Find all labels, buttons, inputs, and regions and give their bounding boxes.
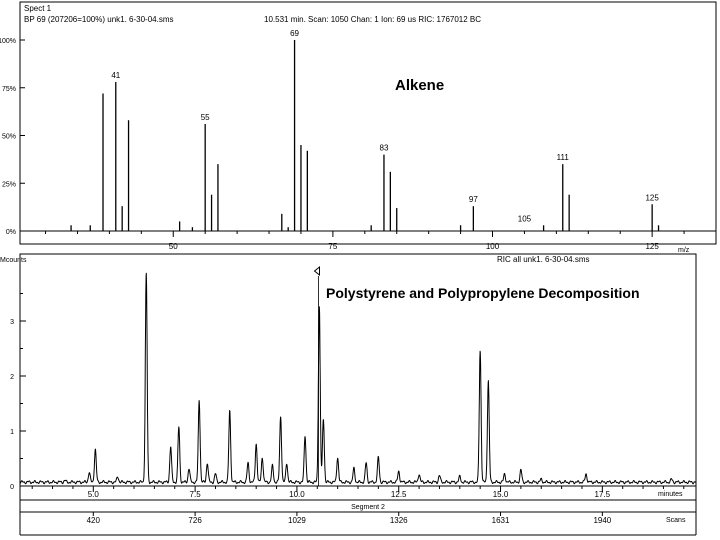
scan-strip: Segment 2 Scans 420 726 1029 1326 1631 1940: [19, 499, 697, 536]
spectrum-peak-label: 111: [557, 153, 570, 162]
chromatogram-y-tick-label: 3: [10, 319, 14, 326]
scan-tick-label: 1631: [492, 516, 510, 525]
chromatogram-x-tick-label: 12.5: [391, 490, 407, 499]
scans-axis-label: Scans: [666, 517, 686, 524]
chromatogram-x-tick-label: 5.0: [88, 490, 100, 499]
spectrum-x-tick-label: 125: [645, 242, 659, 251]
spectrum-x-tick-label: 75: [328, 242, 337, 251]
chromatogram-x-tick-label: 10.0: [289, 490, 305, 499]
chromatogram-scan-marker[interactable]: [313, 265, 320, 486]
spectrum-y-tick-label: 25%: [2, 181, 16, 188]
spectrum-y-tick-label: 75%: [2, 86, 16, 93]
spectrum-peak-label: 55: [201, 113, 210, 122]
spectrum-peak-label: 41: [111, 71, 120, 80]
scan-tick-label: 1940: [593, 516, 611, 525]
chromatogram-y-corner-label: Mcounts: [0, 257, 27, 264]
spectrum-header-line1: Spect 1: [24, 4, 52, 13]
scan-tick-label: 1029: [288, 516, 306, 525]
chromatogram-trace: [19, 272, 697, 485]
chromatogram-panel: Mcounts RIC all unk1. 6-30-04.sms Polyst…: [0, 253, 697, 501]
scan-tick-label: 420: [87, 516, 101, 525]
scan-ticks: 420 726 1029 1326 1631 1940: [87, 512, 612, 525]
spectrum-y-tick-label: 100%: [0, 38, 16, 45]
chromatogram-y-ticks: 0 1 2 3: [10, 293, 26, 491]
chromatogram-x-tick-label: 15.0: [493, 490, 509, 499]
scan-tick-label: 726: [188, 516, 202, 525]
spectrum-peak-label: 83: [380, 144, 389, 153]
chromatogram-x-tick-label: 17.5: [595, 490, 611, 499]
spectrum-x-tick-label: 50: [169, 242, 178, 251]
scan-tick-label: 1326: [390, 516, 408, 525]
spectrum-y-tick-label: 0%: [6, 229, 16, 236]
spectrum-x-tick-label: 100: [486, 242, 500, 251]
spectrum-peak-labels: 41 55 69 83 97 105 111 125: [111, 29, 659, 223]
spectrum-x-axis-label: m/z: [678, 247, 690, 254]
spectrum-y-ticks: 100% 75% 50% 25% 0%: [0, 38, 25, 236]
spectrum-peak-label: 97: [469, 195, 478, 204]
chromatogram-x-tick-label: 7.5: [190, 490, 202, 499]
spectrum-y-tick-label: 50%: [2, 134, 16, 141]
spectrum-peak-label: 69: [290, 29, 299, 38]
chromatogram-x-ticks: 5.0 7.5 10.0 12.5 15.0 17.5: [31, 486, 685, 499]
chromatogram-y-tick-label: 1: [10, 429, 14, 436]
spectrum-peak-label: 105: [518, 214, 532, 223]
spectrum-peak-label: 125: [645, 193, 659, 202]
spectrum-header-right: 10.531 min. Scan: 1050 Chan: 1 Ion: 69 u…: [264, 15, 481, 24]
spectrum-header-line2: BP 69 (207206=100%) unk1. 6-30-04.sms: [24, 15, 174, 24]
scan-marker-triangle-icon[interactable]: [313, 265, 320, 277]
mass-spectrum-panel: Spect 1 BP 69 (207206=100%) unk1. 6-30-0…: [0, 1, 717, 254]
chromatogram-x-axis-label: minutes: [658, 491, 683, 498]
segment-label: Segment 2: [351, 504, 385, 511]
chromatogram-y-tick-label: 0: [10, 484, 14, 491]
chromatogram-y-tick-label: 2: [10, 374, 14, 381]
chromatogram-header-right: RIC all unk1. 6-30-04.sms: [497, 255, 589, 264]
spectrum-frame: [19, 1, 717, 245]
spectrum-peaks: [70, 40, 660, 231]
chromatogram-annotation: Polystyrene and Polypropylene Decomposit…: [326, 285, 640, 301]
spectrum-x-ticks: 50 75 100 125: [45, 231, 717, 251]
spectrum-annotation: Alkene: [395, 77, 444, 94]
